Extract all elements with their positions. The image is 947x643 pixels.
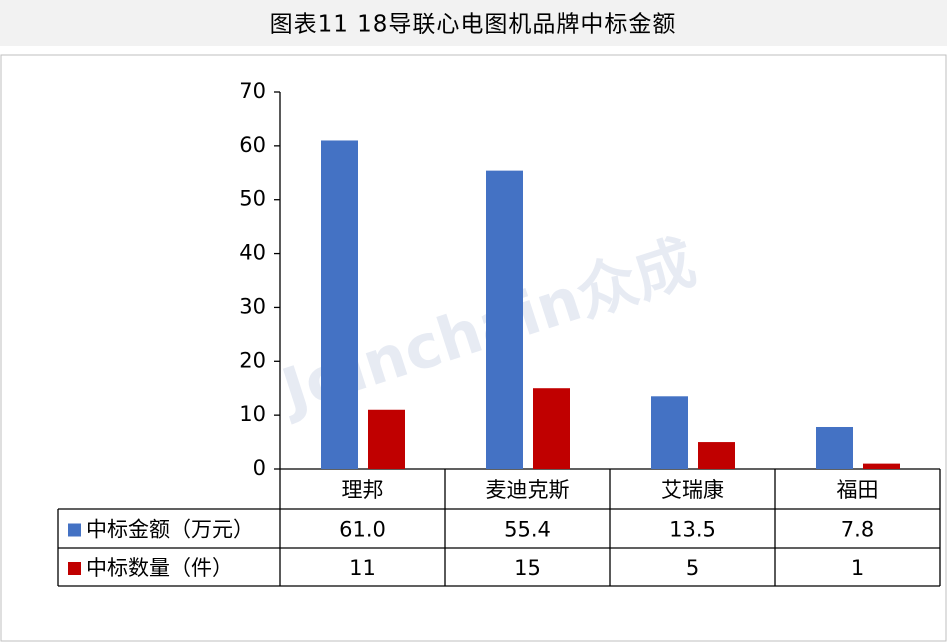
table-value: 1 (851, 556, 864, 580)
bar (863, 463, 900, 469)
bar (698, 442, 735, 469)
table-value: 55.4 (504, 518, 551, 542)
y-tick-label: 40 (239, 241, 266, 265)
x-tick-label: 艾瑞康 (661, 478, 724, 502)
table-value: 11 (349, 556, 376, 580)
bar (486, 170, 523, 470)
x-tick-label: 理邦 (342, 478, 384, 502)
y-tick-label: 20 (239, 348, 266, 372)
bar (816, 426, 853, 469)
legend-key (68, 562, 81, 575)
x-tick-label: 福田 (837, 478, 879, 502)
bar (651, 396, 688, 469)
table-value: 15 (514, 556, 541, 580)
y-tick-label: 10 (239, 402, 266, 426)
y-tick-label: 70 (239, 79, 266, 103)
y-tick-label: 60 (239, 133, 266, 157)
y-tick-label: 0 (253, 456, 266, 480)
table-value: 13.5 (669, 518, 716, 542)
bar (533, 388, 570, 469)
legend-key (68, 523, 81, 537)
title-bar (0, 0, 947, 46)
legend-label: 中标金额（万元） (86, 518, 254, 542)
table-value: 61.0 (339, 518, 386, 542)
y-tick-label: 30 (239, 294, 266, 318)
table-value: 7.8 (841, 518, 874, 542)
table-value: 5 (686, 556, 699, 580)
y-tick-label: 50 (239, 187, 266, 211)
x-tick-label: 麦迪克斯 (486, 478, 570, 502)
bar (368, 409, 405, 469)
chart-border (0, 54, 947, 642)
chart-title: 图表11 18导联心电图机品牌中标金额 (270, 12, 677, 38)
legend-label: 中标数量（件） (86, 556, 233, 580)
bar (321, 140, 358, 469)
